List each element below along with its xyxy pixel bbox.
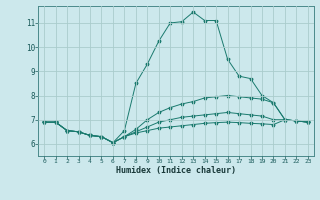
X-axis label: Humidex (Indice chaleur): Humidex (Indice chaleur) xyxy=(116,166,236,175)
